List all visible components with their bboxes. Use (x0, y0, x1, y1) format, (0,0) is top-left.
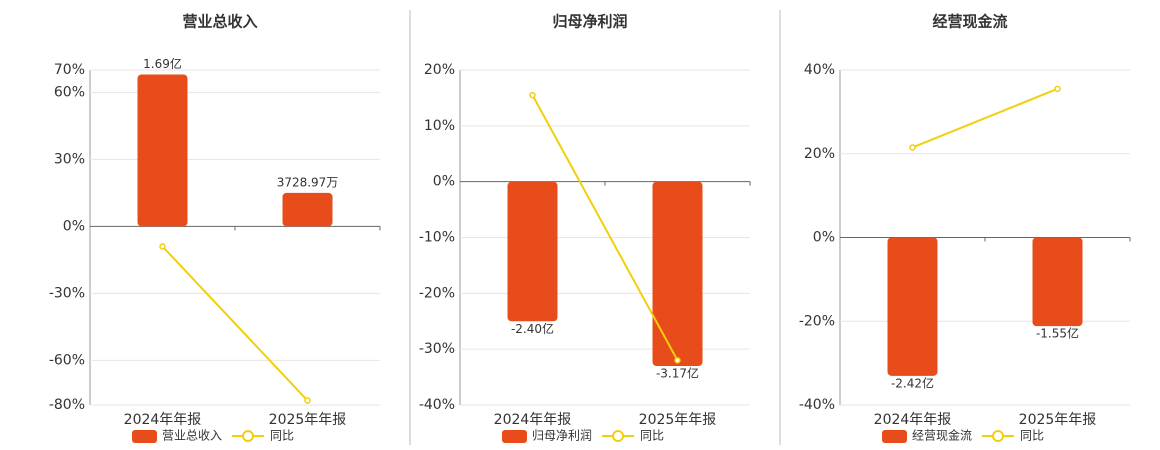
y-tick-label: 10% (424, 118, 455, 134)
legend-label: 营业总收入 (162, 429, 222, 443)
y-tick-label: 70% (54, 62, 85, 78)
value-label: -3.17亿 (656, 366, 699, 381)
y-tick-label: -20% (419, 285, 455, 301)
y-tick-label: 0% (433, 174, 455, 190)
point (304, 397, 311, 404)
y-tick-label: -80% (49, 397, 85, 413)
legend-label: 同比 (1020, 429, 1044, 443)
y-tick-label: 30% (54, 151, 85, 167)
value-label: 1.69亿 (143, 56, 182, 71)
y-tick-label: -30% (49, 285, 85, 301)
y-tick-label: -60% (49, 352, 85, 368)
legend-label: 同比 (270, 429, 294, 443)
legend-swatch (132, 430, 157, 443)
value-label: -2.40亿 (511, 321, 554, 336)
legend-swatch (882, 430, 907, 443)
x-tick-label: 2025年年报 (639, 412, 717, 428)
y-tick-label: -10% (419, 230, 455, 246)
y-tick-label: 0% (813, 230, 835, 246)
value-label: -1.55亿 (1036, 326, 1079, 341)
y-tick-label: 20% (804, 146, 835, 162)
point (909, 144, 916, 151)
bar (1032, 237, 1083, 327)
bar (137, 74, 188, 227)
point (159, 243, 166, 250)
point (1054, 85, 1061, 93)
y-tick-label: -20% (799, 313, 835, 329)
chart-title: 营业总收入 (182, 13, 257, 31)
y-tick-label: 20% (424, 62, 455, 78)
y-tick-label: 60% (54, 84, 85, 100)
line (912, 87, 1058, 149)
x-tick-label: 2024年年报 (124, 412, 202, 428)
bar (282, 192, 333, 227)
point (674, 357, 681, 364)
bar (887, 237, 938, 376)
y-tick-label: -40% (419, 397, 455, 413)
bar (652, 181, 703, 367)
point (529, 91, 536, 99)
x-tick-label: 2024年年报 (494, 412, 572, 428)
value-label: 3728.97万 (277, 175, 339, 189)
line (531, 94, 679, 361)
x-tick-label: 2025年年报 (1019, 412, 1097, 428)
line (161, 245, 309, 402)
legend-label: 同比 (640, 429, 664, 443)
chart-title: 归母净利润 (552, 13, 627, 31)
legend-swatch (992, 430, 1005, 442)
legend-swatch (242, 430, 255, 442)
bar (507, 181, 558, 322)
legend-swatch (502, 430, 527, 443)
x-tick-label: 2025年年报 (269, 412, 347, 428)
y-tick-label: 0% (63, 218, 85, 234)
legend-label: 归母净利润 (532, 429, 592, 443)
legend-label: 经营现金流 (912, 428, 972, 443)
x-tick-label: 2024年年报 (874, 412, 952, 428)
y-tick-label: -30% (419, 341, 455, 357)
value-label: -2.42亿 (891, 375, 934, 390)
y-tick-label: -40% (799, 397, 835, 413)
y-tick-label: 40% (804, 62, 835, 78)
chart-title: 经营现金流 (932, 13, 1007, 31)
legend-swatch (612, 430, 625, 442)
